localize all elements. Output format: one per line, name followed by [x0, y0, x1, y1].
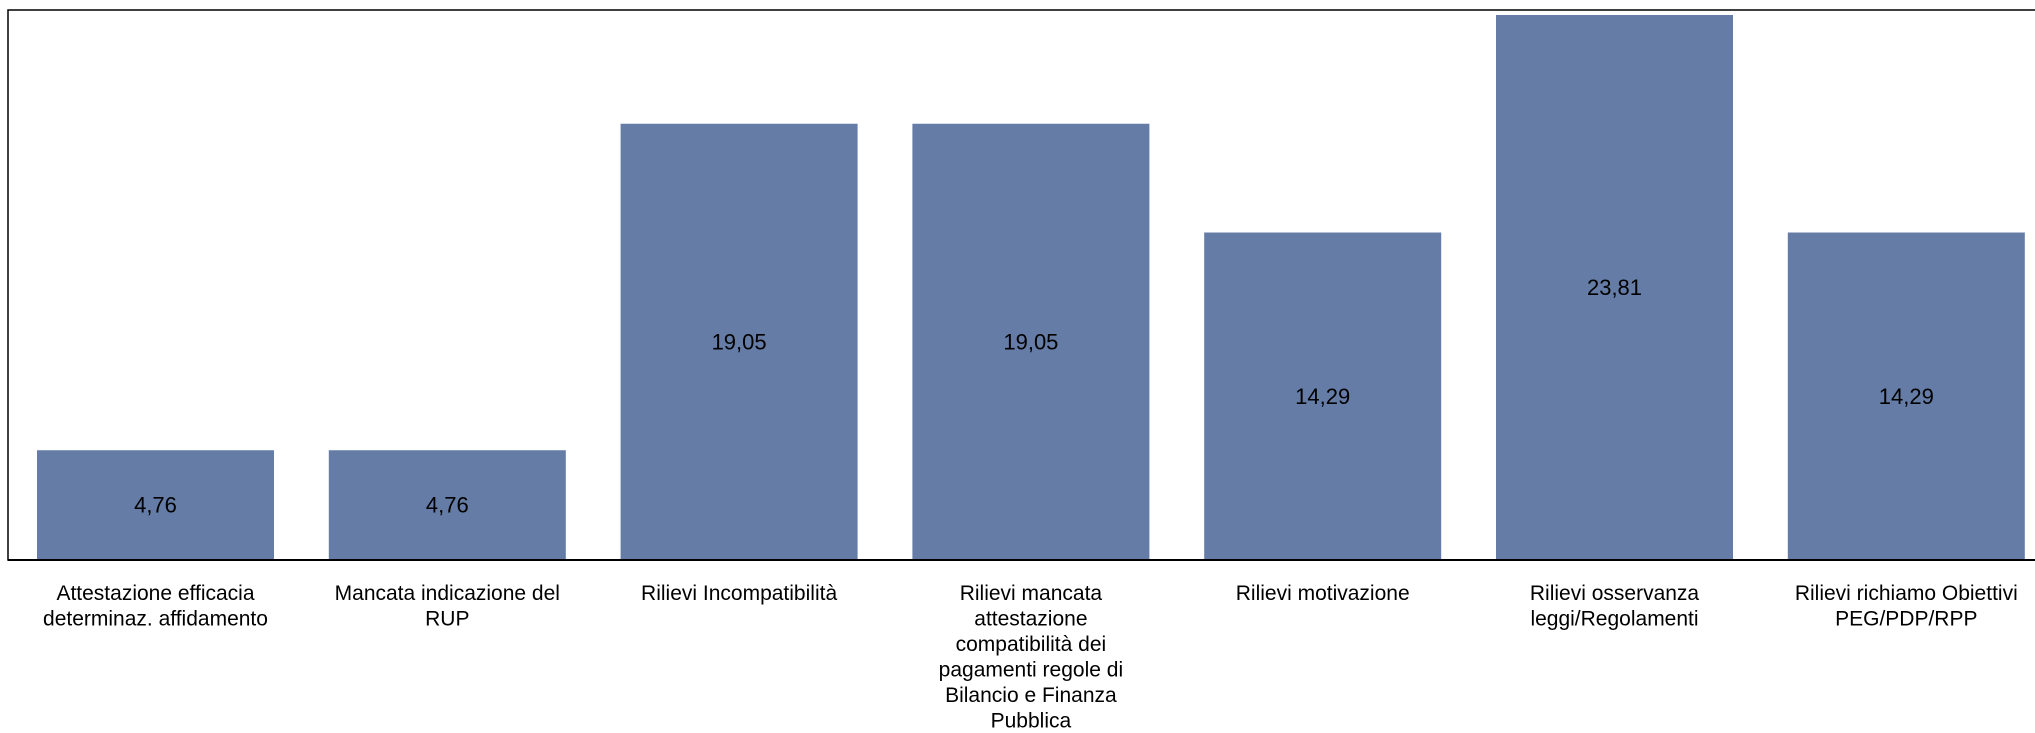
category-label-line: Pubblica — [991, 710, 1072, 733]
category-label-3: Rilievi mancata attestazione compatibilità… — [939, 582, 1123, 733]
category-label-line: RUP — [425, 608, 469, 631]
category-label-line: Rilievi osservanza — [1530, 582, 1700, 605]
bar-value-label-5: 23,81 — [1587, 275, 1642, 300]
bar-value-label-3: 19,05 — [1003, 329, 1058, 354]
bar-value-label-6: 14,29 — [1879, 384, 1934, 409]
category-label-1: Mancata indicazione del RUP — [335, 582, 560, 631]
bar-value-label-0: 4,76 — [134, 493, 177, 518]
category-label-line: compatibilità dei — [956, 633, 1107, 656]
category-label-line: leggi/Regolamenti — [1530, 608, 1698, 631]
bar-5 — [1496, 15, 1733, 559]
bars-group — [37, 15, 2025, 559]
category-label-line: attestazione — [974, 608, 1087, 631]
bar-1 — [328, 450, 566, 559]
bar-2 — [620, 123, 858, 559]
category-label-2: Rilievi Incompatibilità — [641, 582, 837, 605]
category-label-line: PEG/PDP/RPP — [1835, 608, 1977, 631]
category-label-line: pagamenti regole di — [939, 659, 1123, 682]
bar-6 — [1787, 232, 2025, 559]
category-label-line: determinaz. affidamento — [43, 608, 268, 631]
category-label-4: Rilievi motivazione — [1236, 582, 1410, 605]
category-label-5: Rilievi osservanza leggi/Regolamenti — [1530, 582, 1700, 631]
bar-4 — [1204, 232, 1442, 559]
category-label-6: Rilievi richiamo Obiettivi PEG/PDP/RPP — [1795, 582, 2018, 631]
bar-0 — [37, 450, 274, 559]
category-label-0: Attestazione efficacia determinaz. affida… — [43, 582, 268, 631]
category-label-line: Mancata indicazione del — [335, 582, 560, 605]
category-label-line: Rilievi mancata — [960, 582, 1103, 605]
bar-value-label-4: 14,29 — [1295, 384, 1350, 409]
value-labels-group: 4,76 4,76 19,05 19,05 14,29 23,81 14,29 — [134, 275, 1934, 518]
category-label-line: Rilievi motivazione — [1236, 582, 1410, 605]
bar-value-label-1: 4,76 — [426, 493, 469, 518]
category-label-line: Bilancio e Finanza — [945, 684, 1117, 707]
category-label-line: Rilievi richiamo Obiettivi — [1795, 582, 2018, 605]
bar-value-label-2: 19,05 — [712, 329, 767, 354]
category-label-line: Attestazione efficacia — [56, 582, 254, 605]
bar-3 — [912, 123, 1150, 559]
category-labels-group: Attestazione efficacia determinaz. affida… — [43, 582, 2018, 733]
category-label-line: Rilievi Incompatibilità — [641, 582, 837, 605]
